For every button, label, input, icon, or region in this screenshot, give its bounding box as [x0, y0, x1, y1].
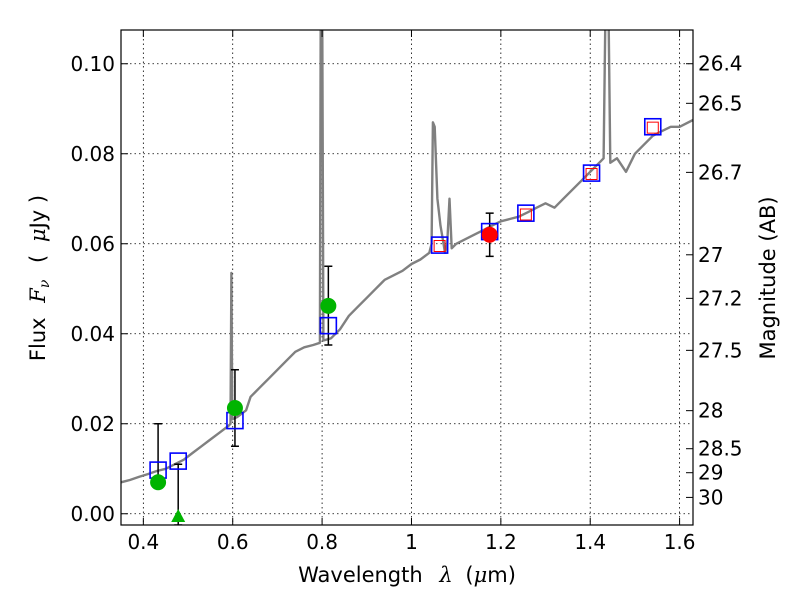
x-tick-label: 0.8: [306, 530, 338, 554]
y-axis-label-symbol: F: [26, 287, 50, 304]
observed-red-circle: [481, 226, 498, 243]
x-axis-label-symbol: λ: [438, 563, 452, 587]
observed-red-square: [519, 208, 532, 221]
y-axis-label-unit: Jy ): [26, 195, 50, 231]
mag-tick-label: 26.5: [698, 91, 743, 115]
y-axis-label-sub: ν: [37, 279, 53, 288]
x-axis-label-mu: μ: [474, 563, 488, 587]
model-photometry-square: [582, 164, 601, 182]
observed-red-square: [646, 121, 659, 134]
mag-tick-label: 27.5: [698, 338, 743, 362]
y-tick-label: 0.06: [70, 232, 115, 256]
plot-frame: [120, 29, 694, 526]
mag-tick-label: 28: [698, 399, 723, 423]
observed-green-circle: [320, 297, 337, 314]
y-tick-label: 0.02: [70, 412, 115, 436]
model-spectrum-line: [121, 30, 693, 484]
x-tick-label: 1.2: [485, 530, 517, 554]
model-photometry-square: [169, 452, 187, 470]
y-axis-label-prefix: Flux: [26, 317, 50, 361]
mag-tick-label: 27.2: [698, 286, 743, 310]
model-photometry-square: [319, 316, 338, 335]
y2-axis-label: Magnitude (AB): [756, 196, 780, 359]
x-axis-label-unit: m): [487, 563, 516, 587]
x-tick-label: 1.6: [664, 530, 696, 554]
y-tick-label: 0.04: [70, 322, 115, 346]
x-axis-label: Wavelength λ (μm): [298, 563, 516, 587]
grid: [121, 30, 693, 525]
y-axis-label-paren: (: [26, 255, 50, 263]
model-photometry-square: [643, 117, 662, 136]
observed-green-circle: [150, 474, 167, 491]
y-axis-label: Flux Fν ( μJy ): [26, 195, 54, 361]
y-axis-label-mu: μ: [26, 228, 50, 242]
x-axis-label-prefix: Wavelength: [298, 563, 423, 587]
y-tick-label: 0.08: [70, 142, 115, 166]
ticks: 0.4 0.6 0.8 1 1.2 1.4 1.6 0.00 0.02 0.04 0.06 0.08 0…: [70, 30, 743, 554]
observed-red-square: [433, 240, 446, 252]
mag-tick-label: 26.4: [698, 52, 743, 76]
observed-green-circle: [226, 400, 243, 416]
mag-tick-label: 28.5: [698, 437, 743, 461]
y-tick-label: 0.10: [70, 52, 115, 76]
x-tick-label: 1.4: [574, 530, 606, 554]
model-photometry-square: [517, 204, 535, 222]
observed-red-square: [585, 168, 598, 180]
mag-tick-label: 30: [698, 485, 723, 509]
mag-tick-label: 26.7: [698, 160, 743, 184]
x-axis-label-unit-open: (: [465, 563, 473, 587]
model-photometry-square: [430, 236, 449, 254]
y-tick-label: 0.00: [70, 502, 115, 526]
mag-tick-label: 27: [698, 243, 723, 267]
x-tick-label: 0.4: [127, 530, 159, 554]
x-tick-label: 0.6: [217, 530, 249, 554]
mag-tick-label: 29: [698, 461, 723, 485]
observed-green-triangle: [171, 509, 186, 522]
x-tick-label: 1: [405, 530, 418, 554]
plot-area: [121, 30, 693, 525]
